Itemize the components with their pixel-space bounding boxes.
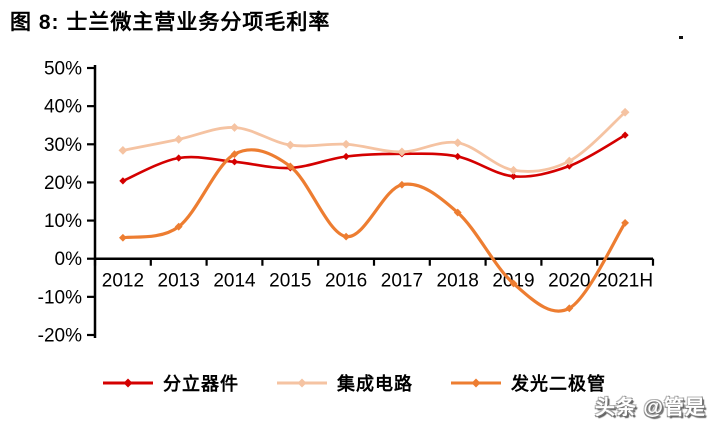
x-tick-label: 2013: [158, 271, 200, 292]
series-marker-1: [285, 140, 295, 150]
legend-diamond-icon: [297, 378, 307, 388]
y-tick-label: -10%: [38, 287, 82, 308]
legend-item-1[interactable]: 集成电路: [277, 370, 413, 396]
x-tick-label: 2018: [437, 271, 479, 292]
x-tick-label: 2012: [102, 271, 144, 292]
series-marker-1: [230, 123, 239, 132]
y-tick-label: -20%: [38, 326, 82, 347]
y-tick-label: 40%: [44, 97, 82, 118]
series-marker-1: [509, 165, 518, 175]
series-line-2: [121, 148, 627, 313]
series-marker-1: [174, 134, 184, 144]
series-marker-1: [397, 147, 407, 157]
legend-label: 集成电路: [337, 374, 413, 394]
legend-item-2[interactable]: 发光二极管: [451, 370, 606, 396]
series-marker-1: [118, 145, 128, 155]
stray-dot: [679, 36, 683, 39]
series-marker-0: [175, 154, 183, 162]
series-marker-0: [230, 158, 239, 166]
legend-marker-icon: [451, 378, 501, 388]
legend-item-0[interactable]: 分立器件: [103, 370, 239, 396]
x-tick-label: 2021H: [597, 271, 653, 292]
series-marker-0: [565, 162, 573, 170]
y-tick-label: 10%: [44, 211, 82, 232]
series-marker-2: [621, 218, 629, 227]
series-line-1: [121, 110, 627, 173]
legend-diamond-icon: [123, 378, 133, 388]
series-marker-2: [565, 304, 574, 313]
series-marker-2: [174, 222, 183, 231]
series-marker-2: [453, 208, 462, 217]
series-marker-0: [621, 131, 629, 139]
legend-diamond-icon: [471, 378, 481, 388]
series-marker-2: [509, 279, 518, 288]
series-marker-1: [564, 156, 574, 166]
x-tick-label: 2017: [381, 271, 423, 292]
series-line-0: [121, 133, 627, 183]
x-tick-label: 2015: [269, 271, 311, 292]
series-marker-2: [398, 180, 406, 189]
legend-marker-icon: [103, 378, 153, 388]
series-marker-2: [230, 150, 239, 159]
legend-marker-icon: [277, 378, 327, 388]
series-marker-0: [342, 152, 350, 161]
series-marker-1: [620, 107, 630, 117]
series-marker-0: [454, 152, 462, 161]
legend-label: 发光二极管: [511, 374, 606, 394]
figure-title: 图 8: 士兰微主营业务分项毛利率: [10, 11, 331, 34]
series-marker-1: [341, 139, 351, 149]
series-marker-2: [286, 162, 295, 171]
series-marker-0: [119, 177, 127, 185]
watermark: 头条 @管是: [594, 397, 706, 419]
y-tick-label: 20%: [44, 173, 82, 194]
series-marker-0: [509, 172, 518, 180]
x-tick-label: 2014: [213, 271, 256, 292]
y-tick-label: 30%: [44, 135, 82, 156]
series-marker-2: [119, 233, 127, 242]
y-tick-label: 50%: [44, 59, 82, 80]
chart-legend: 分立器件 集成电路 发光二极管: [0, 370, 709, 396]
x-tick-label: 2016: [325, 271, 367, 292]
x-tick-label: 2020: [548, 271, 590, 292]
legend-label: 分立器件: [163, 374, 239, 394]
series-marker-1: [453, 138, 463, 148]
y-tick-label: 0%: [55, 249, 83, 270]
series-marker-2: [342, 232, 350, 241]
